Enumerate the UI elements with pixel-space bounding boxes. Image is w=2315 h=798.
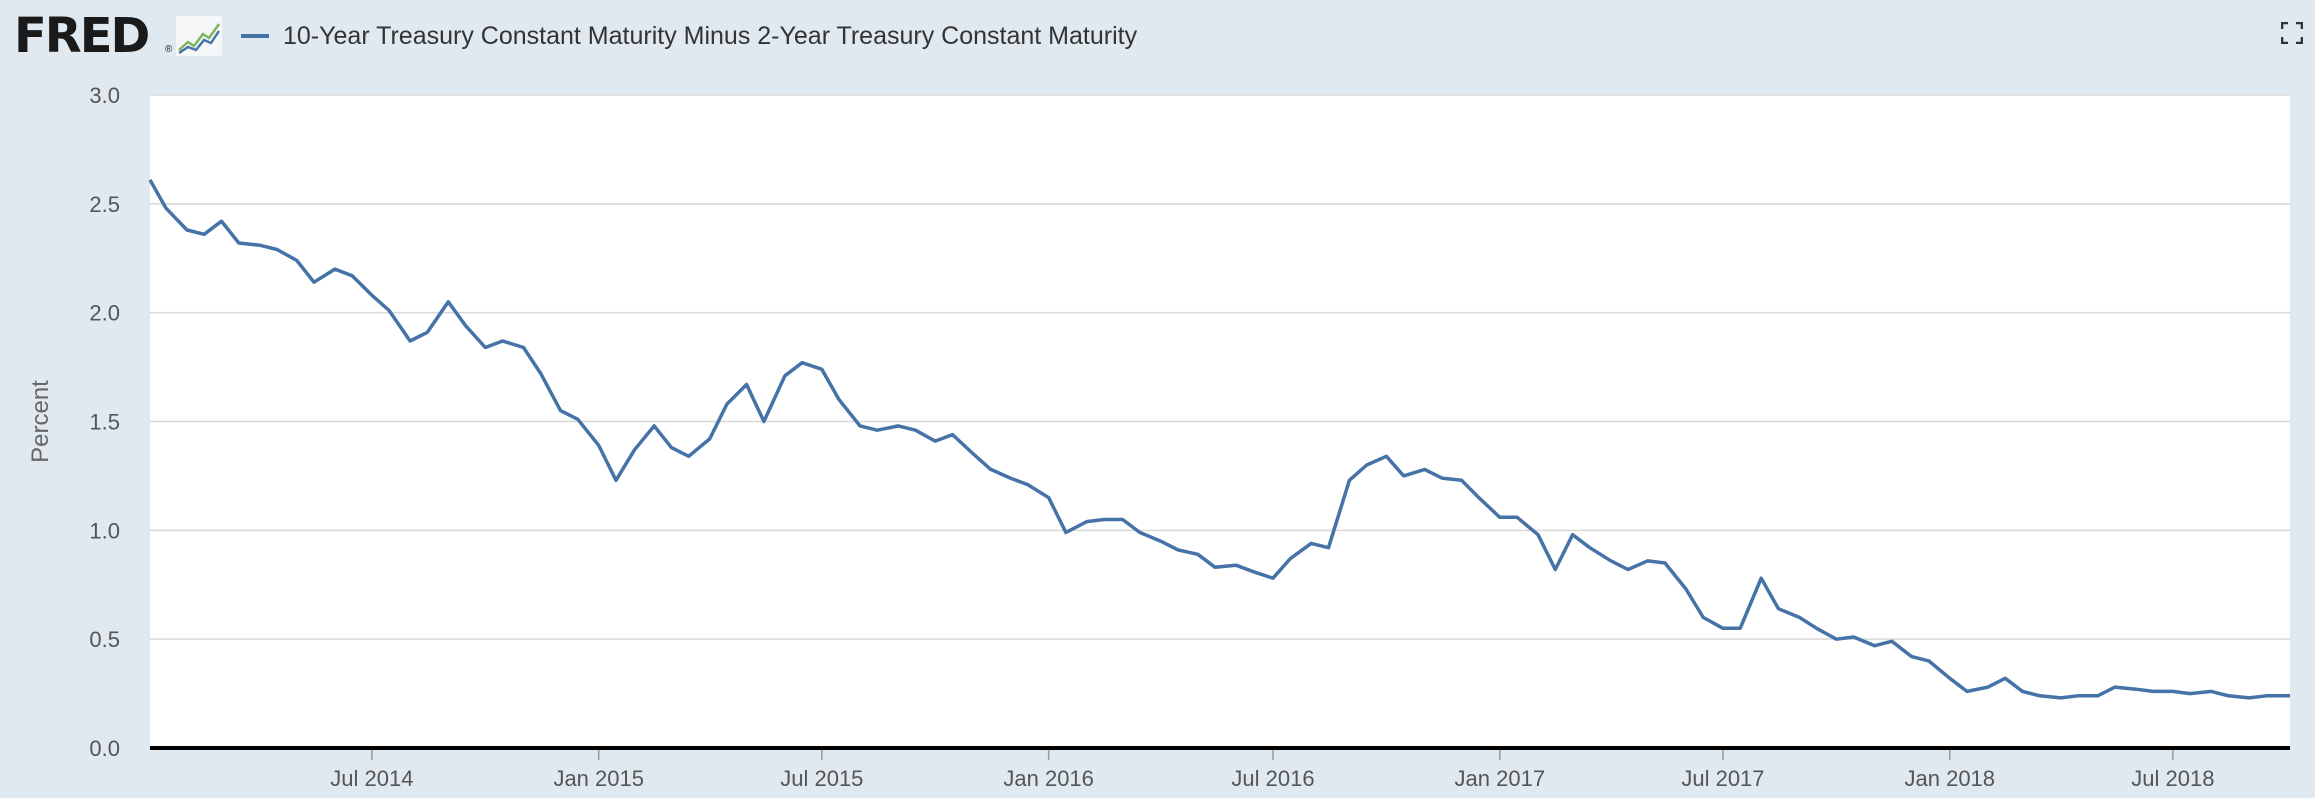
x-tick-label: Jul 2015 xyxy=(780,766,863,791)
x-tick-label: Jan 2016 xyxy=(1003,766,1094,791)
y-tick-label: 1.5 xyxy=(89,410,120,435)
graph-header: FRED ® 10-Year Treasury Constant Maturit… xyxy=(0,0,2315,75)
series-line[interactable] xyxy=(148,179,2290,700)
x-axis-ticks: Jul 2014 Jan 2015 Jul 2015 Jan 2016 Jul 2016… xyxy=(330,748,2214,791)
x-tick-label: Jan 2015 xyxy=(553,766,644,791)
fred-logo-text: FRED xyxy=(14,8,150,64)
series-group xyxy=(148,179,2290,700)
y-tick-label: 1.0 xyxy=(89,518,120,543)
x-tick-label: Jul 2017 xyxy=(1681,766,1764,791)
y-tick-label: 3.0 xyxy=(89,83,120,108)
gridlines xyxy=(150,94,2290,640)
x-tick-label: Jan 2018 xyxy=(1905,766,1996,791)
x-tick-label: Jul 2018 xyxy=(2131,766,2214,791)
fullscreen-icon[interactable] xyxy=(2281,22,2303,44)
y-axis-label: Percent xyxy=(27,380,54,463)
y-tick-label: 0.0 xyxy=(89,736,120,761)
chart-legend[interactable]: 10-Year Treasury Constant Maturity Minus… xyxy=(241,16,1137,56)
fred-graph-icon xyxy=(176,16,222,56)
y-tick-label: 2.0 xyxy=(89,301,120,326)
y-tick-label: 2.5 xyxy=(89,192,120,217)
x-tick-label: Jul 2014 xyxy=(330,766,413,791)
x-tick-label: Jan 2017 xyxy=(1455,766,1546,791)
y-axis-ticks: 0.0 0.5 1.0 1.5 2.0 2.5 3.0 xyxy=(89,83,120,761)
y-tick-label: 0.5 xyxy=(89,627,120,652)
x-tick-label: Jul 2016 xyxy=(1231,766,1314,791)
legend-series-label: 10-Year Treasury Constant Maturity Minus… xyxy=(283,21,1138,50)
legend-swatch xyxy=(241,34,269,38)
fred-logo-registered-mark: ® xyxy=(165,44,173,55)
fred-logo[interactable]: FRED xyxy=(14,8,150,64)
